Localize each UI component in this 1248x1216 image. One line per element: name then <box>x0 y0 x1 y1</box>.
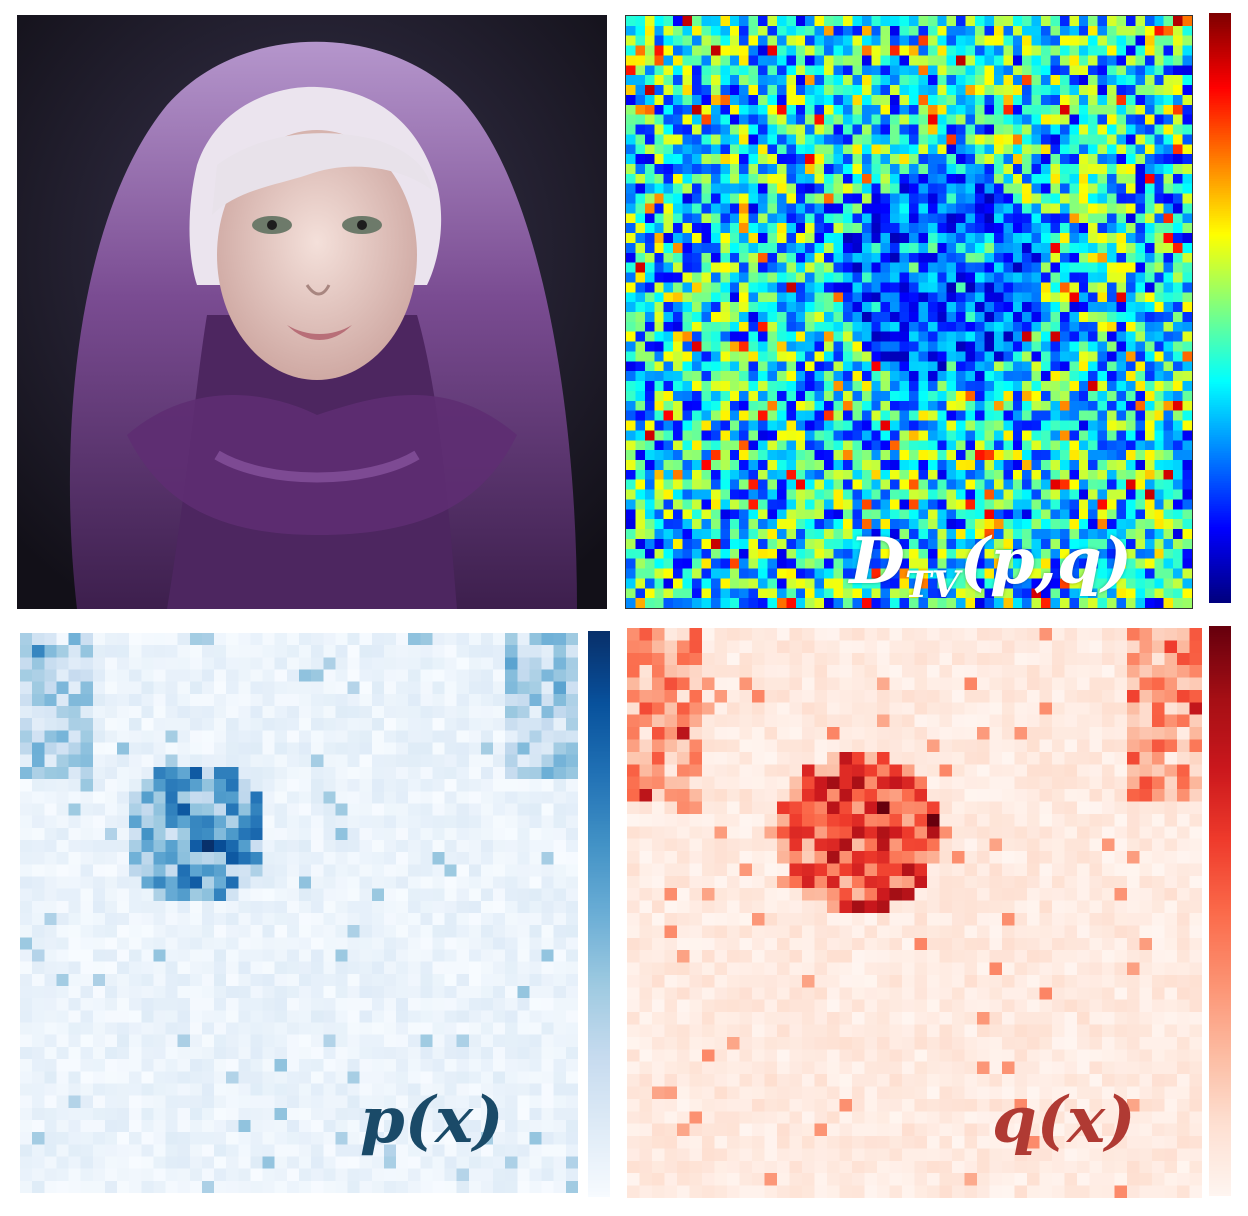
dtv-heatmap-canvas <box>626 16 1192 608</box>
hooded-portrait-image <box>17 15 607 609</box>
p-colorbar <box>588 631 610 1197</box>
q-heatmap-canvas <box>627 628 1202 1198</box>
q-heatmap: q(x) <box>627 628 1202 1198</box>
dtv-label-sub: TV <box>904 564 960 606</box>
dtv-heatmap: DTV(p,q) <box>625 15 1193 609</box>
dtv-label-main: D <box>849 524 905 599</box>
dtv-colorbar <box>1209 13 1231 603</box>
q-colorbar <box>1209 626 1231 1196</box>
q-label: q(x) <box>992 1083 1136 1158</box>
p-label: p(x) <box>360 1083 504 1158</box>
dtv-label-args: (p,q) <box>959 524 1132 599</box>
portrait-photo <box>17 15 607 609</box>
dtv-label: DTV(p,q) <box>849 524 1132 606</box>
p-heatmap: p(x) <box>20 633 578 1193</box>
p-heatmap-canvas <box>20 633 578 1193</box>
